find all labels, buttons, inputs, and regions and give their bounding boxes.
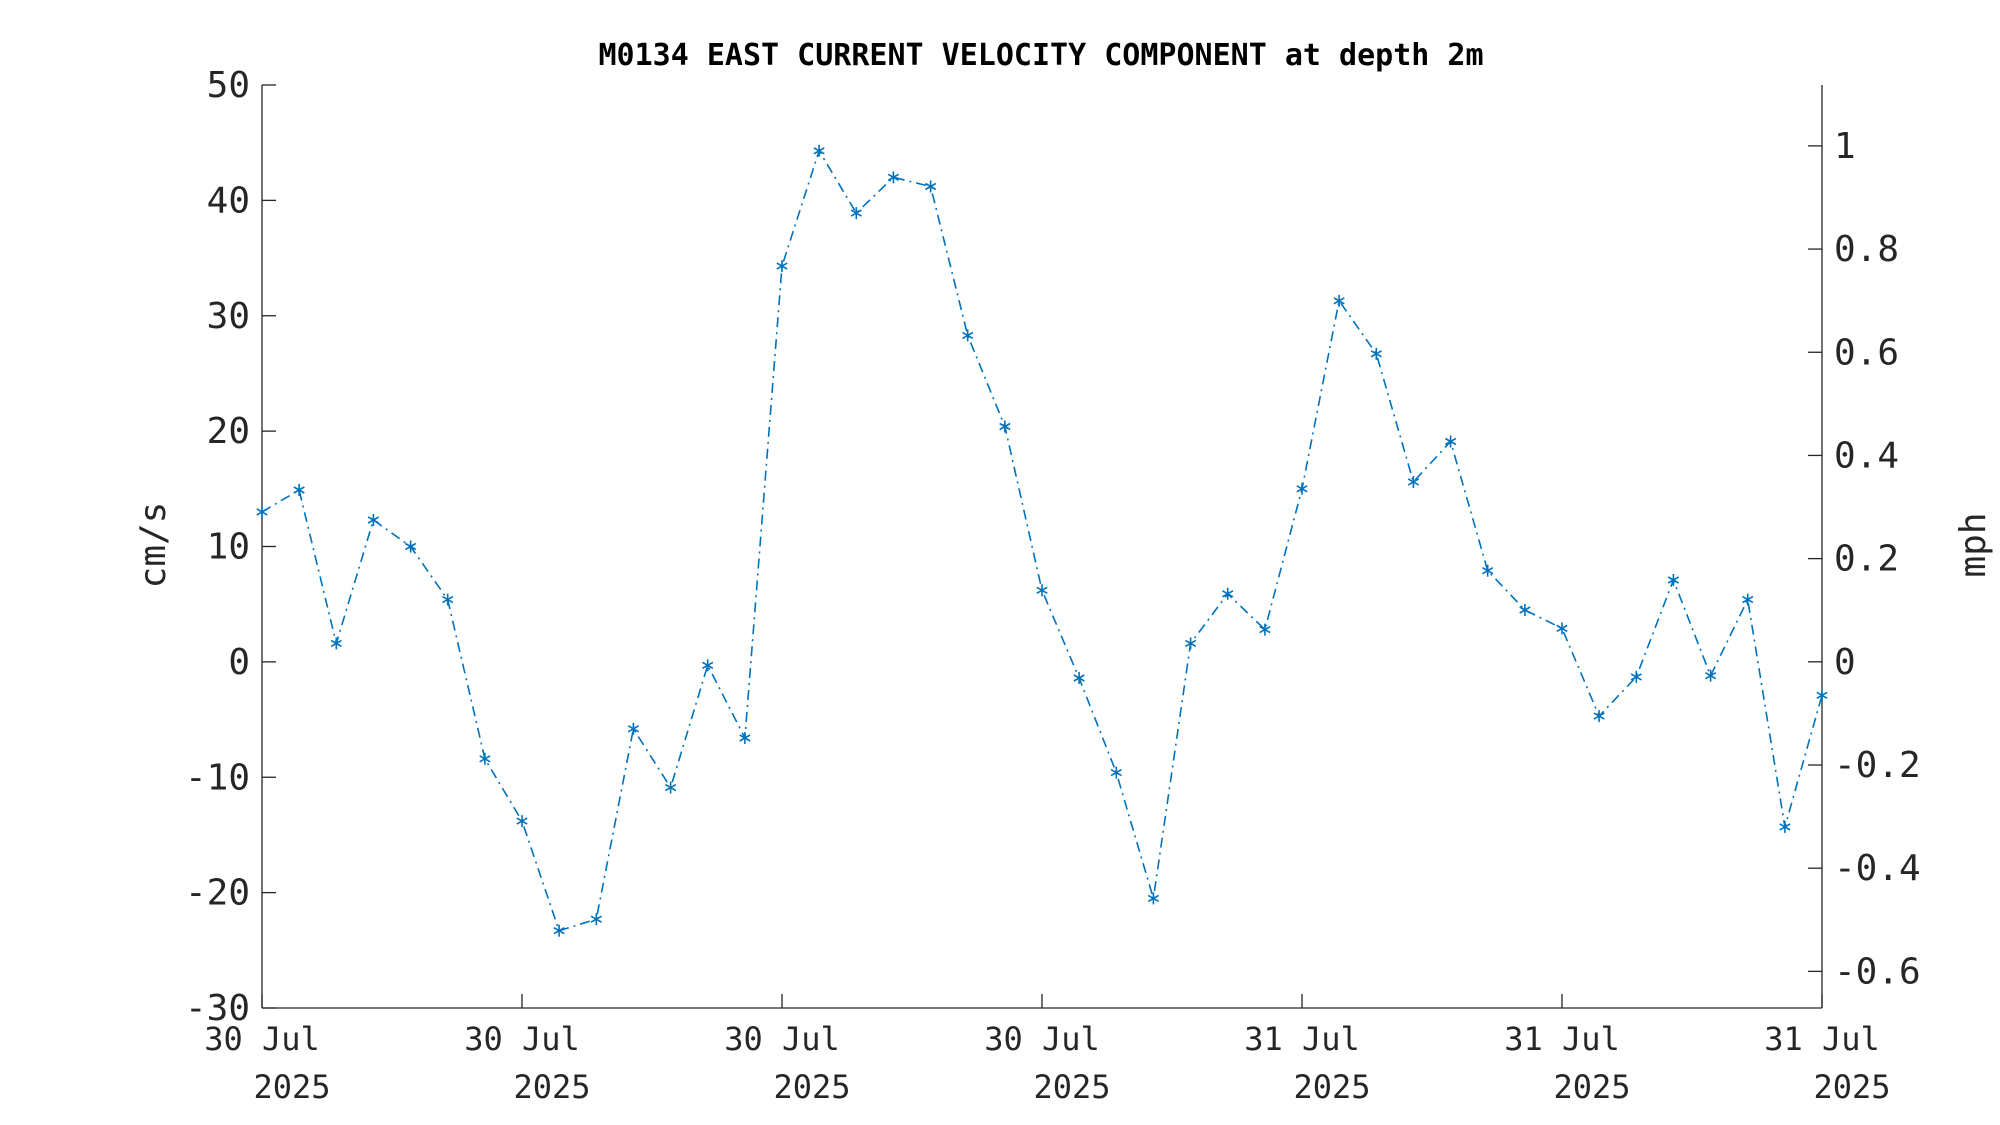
data-point [330,637,342,650]
x-tick-label-date: 30 Jul [464,1020,580,1058]
y2-tick-label: 0.4 [1834,435,1899,476]
data-point [1147,892,1160,905]
x-tick-label-year: 2025 [773,1068,850,1106]
y-tick-label: 30 [207,296,250,337]
x-tick-label-year: 2025 [1553,1068,1630,1106]
data-point [553,924,565,937]
x-tick-label-date: 30 Jul [204,1020,320,1058]
right-y-axis-ticks: -0.6 -0.4 -0.2 0 0.2 0.4 0.6 0.8 1 [1808,126,1921,992]
y2-tick-label: 1 [1834,126,1856,167]
data-point [813,144,825,157]
data-point [739,732,751,744]
data-point [1296,482,1308,495]
data-point [1036,584,1048,597]
y2-tick-label: 0.2 [1834,539,1899,580]
y2-tick-label: 0.8 [1834,229,1899,270]
y-tick-label: 50 [207,65,250,106]
y2-tick-label: -0.4 [1834,848,1921,889]
plot-axes [261,85,1823,1009]
y2-axis-label: mph [1953,512,1994,577]
y-tick-label: -30 [185,988,250,1029]
data-point [1444,435,1457,448]
data-point [1630,670,1642,683]
data-point [1556,622,1568,635]
x-tick-label-date: 31 Jul [1504,1020,1620,1058]
data-point [1110,766,1122,779]
y2-tick-label: 0.6 [1834,332,1899,373]
data-point [1667,574,1680,586]
data-point [1779,820,1791,833]
x-tick-label-year: 2025 [1813,1068,1890,1106]
data-point [1073,672,1085,684]
data-point [1482,564,1494,577]
data-point [404,540,417,553]
x-tick-label-year: 2025 [1293,1068,1370,1106]
x-tick-label-year: 2025 [513,1068,590,1106]
data-point [1593,710,1605,723]
x-tick-label-date: 31 Jul [1764,1020,1880,1058]
data-point [924,180,937,193]
y2-tick-label: -0.2 [1834,745,1921,786]
data-point [479,752,491,765]
data-point [627,722,640,735]
data-point [962,329,974,342]
data-point [664,781,677,794]
y-tick-label: 40 [207,180,250,221]
y-tick-label: 0 [228,642,250,683]
data-point [293,484,305,496]
x-tick-label-year: 2025 [1033,1068,1110,1106]
series-line [261,148,1823,932]
data-point [1333,294,1345,307]
data-point [1742,593,1754,606]
data-point [999,420,1011,433]
data-point [256,505,268,518]
x-tick-label-date: 30 Jul [724,1020,840,1058]
data-point [1407,475,1420,488]
data-point [1184,637,1197,650]
y2-tick-label: -0.6 [1834,951,1921,992]
data-point [1816,689,1828,702]
data-point [1370,347,1382,360]
data-point [1704,669,1717,682]
x-axis-ticks: 30 Jul 2025 30 Jul 2025 30 Jul 2025 30 Jul 2025… [204,994,1891,1106]
chart-title: M0134 EAST CURRENT VELOCITY COMPONENT at… [598,38,1483,73]
y-tick-label: -20 [185,873,250,914]
data-point [1222,587,1234,600]
left-y-axis-ticks: -30 -20 -10 0 10 20 30 40 50 [185,65,276,1029]
x-tick-label-date: 30 Jul [984,1020,1100,1058]
x-tick-label-year: 2025 [253,1068,330,1106]
data-point [887,171,900,184]
data-point [850,207,862,220]
data-point [702,659,714,672]
y-tick-label: 10 [207,527,250,568]
y-tick-label: -10 [185,757,250,798]
data-point [776,260,788,273]
y-tick-label: 20 [207,411,250,452]
data-point [367,514,380,526]
y2-tick-label: 0 [1834,642,1856,683]
x-tick-label-date: 31 Jul [1244,1020,1360,1058]
data-point [1259,623,1271,636]
data-point [516,815,528,828]
plot-series [256,144,1828,937]
data-point [590,913,602,926]
y-axis-label: cm/s [133,502,174,589]
data-point [442,593,454,606]
data-point [1519,604,1531,616]
